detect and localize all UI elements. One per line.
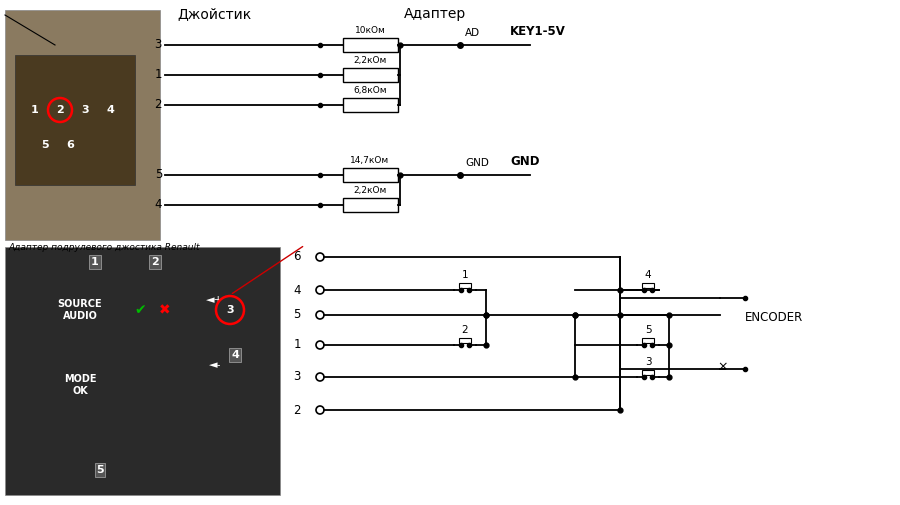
Text: 5: 5 — [644, 325, 652, 335]
FancyBboxPatch shape — [343, 68, 398, 82]
Text: 1: 1 — [293, 338, 301, 351]
Text: 5: 5 — [293, 309, 301, 322]
FancyBboxPatch shape — [343, 98, 398, 112]
Text: 3: 3 — [644, 357, 652, 367]
FancyBboxPatch shape — [642, 370, 654, 375]
FancyBboxPatch shape — [5, 10, 160, 240]
Text: SOURCE
AUDIO: SOURCE AUDIO — [58, 299, 103, 321]
Text: 4: 4 — [106, 105, 114, 115]
Text: Адаптер подрулевого джостика Renault: Адаптер подрулевого джостика Renault — [8, 243, 200, 252]
Text: 4: 4 — [293, 283, 301, 296]
Text: GND: GND — [510, 155, 539, 168]
Text: 1: 1 — [32, 105, 39, 115]
Text: ◄+: ◄+ — [206, 295, 224, 305]
FancyBboxPatch shape — [642, 338, 654, 343]
Text: Адаптер: Адаптер — [404, 7, 466, 21]
FancyBboxPatch shape — [343, 168, 398, 182]
FancyBboxPatch shape — [5, 247, 280, 495]
FancyBboxPatch shape — [15, 55, 135, 185]
Text: 2: 2 — [56, 105, 64, 115]
Text: 1: 1 — [155, 69, 162, 81]
Text: Джойстик: Джойстик — [178, 7, 252, 21]
Text: 3: 3 — [226, 305, 234, 315]
Text: 3: 3 — [155, 38, 162, 52]
Text: 6: 6 — [293, 250, 301, 264]
FancyBboxPatch shape — [459, 338, 471, 343]
Text: ×: × — [718, 361, 728, 374]
Text: 6: 6 — [66, 140, 74, 150]
FancyBboxPatch shape — [343, 38, 398, 52]
Text: 3: 3 — [81, 105, 89, 115]
Text: 1: 1 — [462, 270, 468, 280]
FancyBboxPatch shape — [459, 283, 471, 288]
Text: 2: 2 — [155, 98, 162, 112]
Text: 5: 5 — [96, 465, 104, 475]
Text: 3: 3 — [293, 371, 301, 383]
Text: 2,2кОм: 2,2кОм — [354, 56, 387, 65]
Text: 2: 2 — [462, 325, 468, 335]
Text: 5: 5 — [41, 140, 49, 150]
Text: GND: GND — [465, 158, 489, 168]
Text: 10кОм: 10кОм — [355, 26, 385, 35]
Text: ◄-: ◄- — [209, 360, 221, 370]
Text: MODE
OK: MODE OK — [64, 374, 96, 396]
Text: ✖: ✖ — [159, 303, 171, 317]
FancyBboxPatch shape — [343, 198, 398, 212]
Text: 1: 1 — [91, 257, 99, 267]
Text: 2: 2 — [151, 257, 159, 267]
Text: 6,8кОм: 6,8кОм — [353, 86, 387, 95]
Text: 2,2кОм: 2,2кОм — [354, 186, 387, 195]
Text: 5: 5 — [155, 169, 162, 181]
FancyBboxPatch shape — [642, 283, 654, 288]
Text: AD: AD — [465, 28, 480, 38]
Text: KEY1-5V: KEY1-5V — [510, 25, 566, 38]
Text: 4: 4 — [231, 350, 239, 360]
Text: ✔: ✔ — [134, 303, 146, 317]
Text: 4: 4 — [644, 270, 652, 280]
Text: 14,7кОм: 14,7кОм — [350, 156, 390, 165]
Text: 4: 4 — [155, 198, 162, 212]
Text: ENCODER: ENCODER — [745, 311, 803, 324]
Text: 2: 2 — [293, 403, 301, 417]
